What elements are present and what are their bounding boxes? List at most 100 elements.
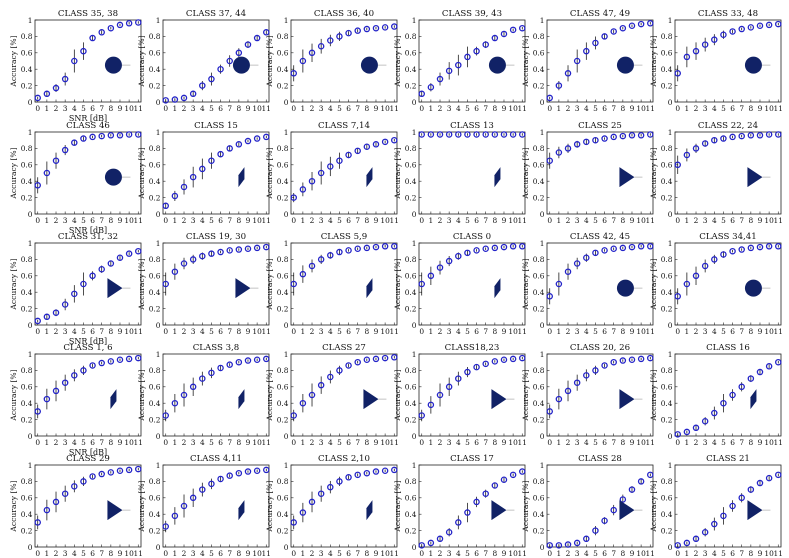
- x-tick-label: 9: [630, 438, 635, 447]
- x-tick-label: 6: [218, 549, 223, 558]
- data-point: [71, 139, 78, 146]
- x-tick-label: 6: [474, 549, 479, 558]
- x-tick-label: 11: [262, 216, 271, 225]
- y-tick-label: 0.4: [277, 399, 289, 408]
- data-point: [135, 247, 142, 255]
- y-tick-label: 1: [28, 16, 33, 25]
- circle-shape-icon: [744, 56, 762, 74]
- y-axis-label: Accuracy [%]: [649, 147, 658, 199]
- x-tick-label: 10: [764, 104, 774, 113]
- x-tick-label: 8: [492, 549, 497, 558]
- data-point: [171, 399, 179, 407]
- x-tick-label: 9: [630, 549, 635, 558]
- y-tick-label: 0.6: [277, 494, 289, 503]
- y-tick-label: 0: [156, 543, 161, 552]
- x-tick-label: 2: [182, 549, 187, 558]
- x-tick-label: 10: [636, 216, 646, 225]
- x-tick-label: 11: [774, 327, 783, 336]
- data-point: [189, 256, 197, 263]
- data-point: [180, 502, 188, 510]
- data-point: [217, 248, 224, 256]
- x-tick-label: 8: [620, 327, 625, 336]
- x-tick-label: 8: [108, 549, 113, 558]
- y-tick-label: 0.4: [533, 399, 545, 408]
- x-tick-label: 9: [630, 104, 635, 113]
- x-tick-label: 7: [99, 438, 104, 447]
- y-tick-label: 0: [284, 98, 289, 107]
- x-tick-label: 1: [173, 438, 178, 447]
- x-tick-label: 5: [721, 104, 726, 113]
- data-point: [52, 387, 60, 395]
- triangle-shape-icon: [107, 278, 123, 299]
- data-point: [628, 132, 636, 139]
- circle-shape-icon: [616, 56, 634, 74]
- data-point: [235, 141, 243, 148]
- parallelogram-shape-icon: [366, 278, 373, 299]
- parallelogram-shape-icon: [238, 167, 245, 188]
- x-tick-label: 11: [262, 104, 271, 113]
- y-tick-label: 0.2: [21, 526, 33, 535]
- y-tick-label: 0.4: [149, 288, 161, 297]
- y-tick-label: 0: [668, 98, 673, 107]
- data-point: [473, 363, 480, 371]
- data-point: [317, 169, 325, 177]
- x-tick-label: 7: [739, 104, 744, 113]
- data-point: [427, 131, 435, 138]
- x-tick-label: 9: [118, 549, 123, 558]
- data-point: [775, 243, 782, 250]
- x-tick-label: 7: [611, 438, 616, 447]
- data-point: [116, 356, 124, 363]
- x-tick-label: 6: [346, 216, 351, 225]
- y-tick-label: 1: [668, 128, 673, 137]
- x-tick-label: 5: [465, 104, 470, 113]
- data-point: [674, 70, 681, 77]
- x-tick-label: 5: [337, 327, 342, 336]
- plot-frame: [546, 242, 654, 326]
- data-point: [619, 496, 627, 503]
- x-tick-label: 9: [246, 438, 251, 447]
- x-tick-label: 11: [646, 438, 655, 447]
- data-point: [107, 358, 115, 365]
- data-point: [381, 24, 389, 31]
- x-tick-label: 5: [209, 104, 214, 113]
- x-tick-label: 11: [774, 104, 783, 113]
- x-tick-label: 3: [319, 216, 324, 225]
- y-tick-label: 0: [284, 432, 289, 441]
- data-point: [208, 75, 215, 83]
- data-point: [363, 143, 371, 151]
- chart-title: CLASS 46: [66, 121, 110, 131]
- y-tick-label: 1: [28, 239, 33, 248]
- data-point: [464, 509, 471, 516]
- x-tick-label: 2: [310, 216, 315, 225]
- data-point: [80, 47, 87, 55]
- data-point: [583, 254, 590, 262]
- y-tick-label: 0.2: [661, 81, 673, 90]
- y-tick-label: 0.8: [405, 255, 417, 264]
- x-tick-label: 9: [630, 216, 635, 225]
- data-point: [180, 260, 188, 267]
- x-tick-label: 1: [429, 438, 434, 447]
- x-tick-label: 7: [611, 104, 616, 113]
- data-point: [89, 362, 96, 369]
- data-point: [555, 395, 563, 403]
- data-point: [52, 84, 60, 92]
- data-point: [747, 24, 755, 31]
- data-point: [482, 360, 489, 368]
- y-tick-label: 0.6: [149, 161, 161, 170]
- y-axis-label: Accuracy [%]: [393, 35, 402, 87]
- data-point: [226, 57, 233, 65]
- data-point: [509, 243, 517, 250]
- x-tick-label: 1: [429, 549, 434, 558]
- x-tick-label: 10: [252, 438, 262, 447]
- data-point: [546, 408, 553, 415]
- plot-frame: [674, 242, 782, 326]
- data-point: [253, 356, 261, 363]
- x-tick-label: 7: [483, 549, 488, 558]
- y-tick-label: 0.4: [277, 65, 289, 74]
- x-tick-label: 9: [374, 438, 379, 447]
- plot-frame: [546, 464, 654, 548]
- x-tick-label: 9: [118, 104, 123, 113]
- x-tick-label: 9: [630, 327, 635, 336]
